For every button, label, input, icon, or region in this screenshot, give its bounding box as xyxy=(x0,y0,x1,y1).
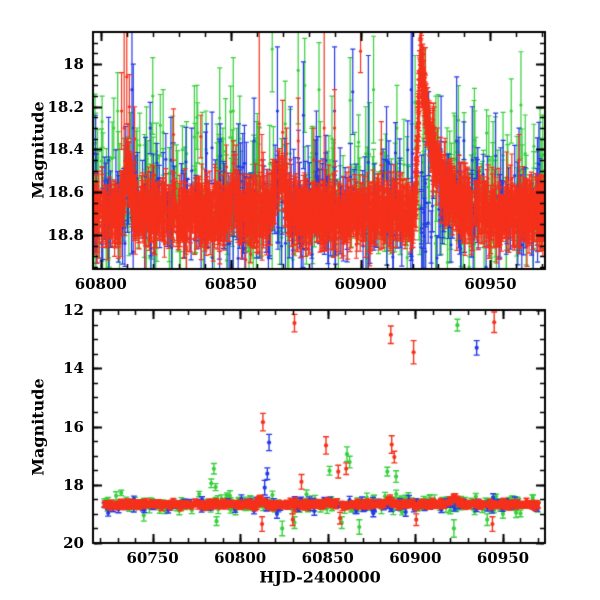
top-panel-y-axis-label: Magnitude xyxy=(28,101,48,199)
x-axis-label: HJD-2400000 xyxy=(259,567,381,587)
bottom-panel-y-axis-label: Magnitude xyxy=(28,378,48,476)
